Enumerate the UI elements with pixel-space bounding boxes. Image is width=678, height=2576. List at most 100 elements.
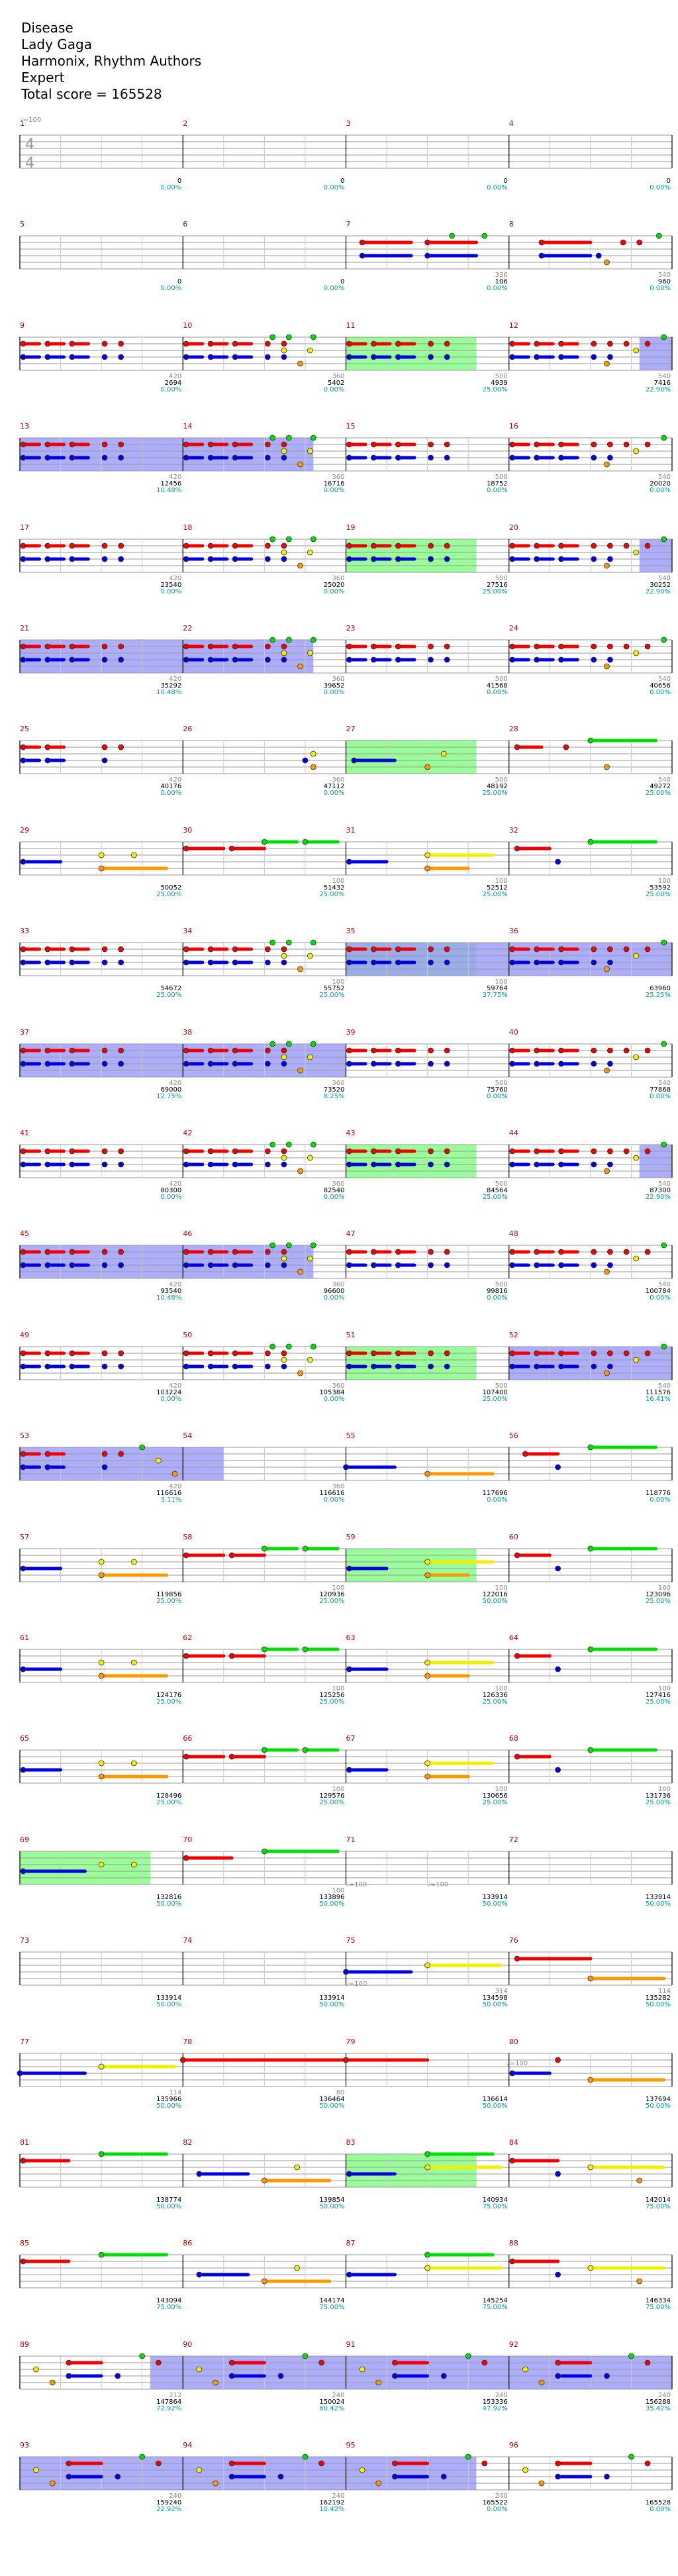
note-gem bbox=[558, 1363, 564, 1370]
measure-cumulative-score: 142014 bbox=[645, 2196, 671, 2204]
note-gem bbox=[232, 542, 238, 548]
measure-cumulative-score: 156288 bbox=[645, 2398, 671, 2406]
note-gem bbox=[424, 865, 431, 872]
note-gem bbox=[302, 757, 309, 764]
note-gem bbox=[20, 1565, 26, 1571]
measure-base-score: 420 bbox=[169, 474, 182, 482]
measure-percentage: 0.00% bbox=[160, 1395, 182, 1403]
note-gem bbox=[428, 454, 434, 461]
measure-percentage: 25.25% bbox=[645, 992, 671, 1000]
measure-cumulative-score: 134598 bbox=[482, 1994, 508, 2002]
note-gem bbox=[591, 1060, 597, 1066]
measure-percentage: 0.00% bbox=[160, 790, 182, 798]
note-gem bbox=[130, 1559, 137, 1565]
measure-cumulative-score: 23540 bbox=[160, 581, 182, 589]
note-gem bbox=[636, 2177, 643, 2184]
note-gem bbox=[346, 858, 352, 865]
note-gem bbox=[607, 1262, 613, 1268]
measure-number: 83 bbox=[346, 2138, 356, 2147]
note-gem bbox=[302, 2353, 309, 2359]
measure-cumulative-score: 138774 bbox=[156, 2196, 182, 2204]
measure-cumulative-score: 27516 bbox=[486, 581, 508, 589]
note-gem bbox=[633, 448, 640, 454]
note-gem bbox=[444, 1262, 450, 1268]
measure-percentage: 25.00% bbox=[156, 1597, 182, 1605]
note-gem bbox=[207, 1249, 214, 1255]
note-gem bbox=[591, 1148, 597, 1155]
measure-number: 74 bbox=[183, 1936, 193, 1945]
note-gem bbox=[346, 2271, 352, 2278]
note-gem bbox=[623, 542, 630, 548]
measure-cumulative-score: 129576 bbox=[319, 1792, 345, 1800]
measure-number: 76 bbox=[508, 1936, 518, 1945]
overdrive-phrase bbox=[639, 1145, 672, 1178]
note-gem bbox=[69, 1249, 75, 1255]
measure-base-score: 540 bbox=[657, 272, 671, 280]
staff-row: 77 78 79 80 114 135966 50.00% 80 136464 50.00% 136… bbox=[17, 2037, 675, 2110]
staff-svg bbox=[19, 939, 673, 976]
measure-cumulative-score: 18752 bbox=[486, 480, 508, 488]
measure-percentage: 50.00% bbox=[319, 2203, 345, 2210]
note-gem bbox=[604, 360, 610, 367]
note-gem bbox=[269, 1242, 276, 1249]
note-gem bbox=[370, 643, 377, 650]
measure-number: 49 bbox=[20, 1330, 29, 1339]
staff-row: 17 18 19 20 420 23540 0.00% 360 25020 0.00% 500 275… bbox=[19, 523, 675, 595]
note-gem bbox=[370, 340, 377, 347]
note-gem bbox=[207, 1060, 214, 1066]
note-gem bbox=[281, 946, 287, 953]
note-gem bbox=[591, 959, 597, 966]
measure-base-score: 240 bbox=[332, 2493, 345, 2500]
note-gem bbox=[20, 556, 26, 562]
note-gem bbox=[607, 1363, 613, 1370]
note-gem bbox=[20, 1767, 26, 1773]
note-gem bbox=[294, 2265, 301, 2271]
note-gem bbox=[261, 1646, 267, 1653]
note-gem bbox=[269, 435, 276, 441]
note-gem bbox=[101, 441, 108, 448]
note-gem bbox=[302, 2453, 309, 2460]
note-gem bbox=[428, 959, 434, 966]
measure-number: 42 bbox=[183, 1129, 193, 1137]
measure-percentage: 0.00% bbox=[650, 1294, 671, 1302]
note-gem bbox=[69, 1262, 75, 1268]
note-gem bbox=[118, 454, 124, 461]
measure-cumulative-score: 30252 bbox=[650, 581, 671, 589]
note-gem bbox=[644, 1148, 651, 1155]
note-gem bbox=[514, 744, 520, 750]
note-gem bbox=[346, 542, 352, 548]
note-gem bbox=[155, 1457, 162, 1464]
note-gem bbox=[555, 2460, 561, 2467]
staff-svg: 44 bbox=[19, 134, 673, 172]
measure-base-score: 360 bbox=[332, 676, 345, 683]
note-gem bbox=[591, 946, 597, 953]
measure-cumulative-score: 146334 bbox=[645, 2297, 671, 2305]
staff-svg bbox=[19, 1545, 673, 1582]
note-gem bbox=[395, 959, 401, 966]
measure-base-score: 500 bbox=[495, 676, 508, 683]
measure-base-score: 360 bbox=[332, 372, 345, 380]
note-gem bbox=[444, 354, 450, 360]
note-gem bbox=[424, 2265, 431, 2271]
note-gem bbox=[281, 1262, 287, 1268]
note-gem bbox=[20, 1666, 26, 1673]
note-gem bbox=[69, 656, 75, 663]
note-gem bbox=[183, 656, 189, 663]
measure-base-score: 500 bbox=[495, 474, 508, 482]
note-gem bbox=[264, 1060, 271, 1066]
note-gem bbox=[264, 1363, 271, 1370]
measure-cumulative-score: 0 bbox=[666, 178, 671, 185]
note-gem bbox=[232, 643, 238, 650]
measure-number: 86 bbox=[183, 2239, 193, 2248]
measure-base-score: 500 bbox=[495, 1079, 508, 1087]
note-gem bbox=[509, 643, 516, 650]
note-gem bbox=[69, 1148, 75, 1155]
measure-number: 91 bbox=[346, 2340, 356, 2349]
measure-number: 53 bbox=[20, 1431, 29, 1441]
measure-cumulative-score: 40176 bbox=[160, 783, 182, 791]
staff-row: 57 58 59 60 119856 25.00% 100 120936 25.00% 100 12… bbox=[19, 1533, 675, 1605]
note-gem bbox=[509, 2070, 516, 2076]
note-gem bbox=[534, 1262, 540, 1268]
note-gem bbox=[661, 1041, 667, 1047]
note-gem bbox=[281, 1350, 287, 1357]
